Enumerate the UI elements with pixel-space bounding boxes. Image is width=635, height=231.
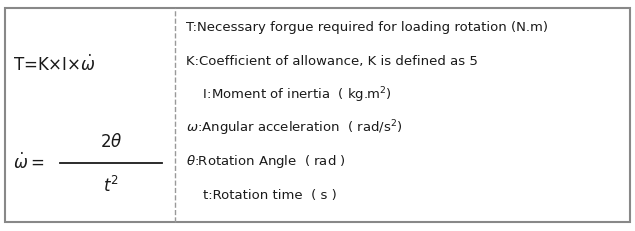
Text: $2\theta$: $2\theta$	[100, 133, 123, 151]
Text: $t^{2}$: $t^{2}$	[103, 176, 119, 196]
Text: T=K$\times$I$\times\dot{\omega}$: T=K$\times$I$\times\dot{\omega}$	[13, 55, 96, 75]
Text: $\dot{\omega}=$: $\dot{\omega}=$	[13, 153, 44, 173]
Text: K:Coefficient of allowance, K is defined as 5: K:Coefficient of allowance, K is defined…	[186, 55, 478, 68]
Text: $\theta$:Rotation Angle  ( rad ): $\theta$:Rotation Angle ( rad )	[186, 153, 346, 170]
Text: t:Rotation time  ( s ): t:Rotation time ( s )	[186, 189, 337, 202]
Text: I:Moment of inertia  ( kg.m$^2$): I:Moment of inertia ( kg.m$^2$)	[186, 85, 392, 104]
Text: $\omega$:Angular acceleration  ( rad/s$^2$): $\omega$:Angular acceleration ( rad/s$^2…	[186, 119, 403, 138]
Text: T:Necessary forgue required for loading rotation (N.m): T:Necessary forgue required for loading …	[186, 21, 548, 34]
